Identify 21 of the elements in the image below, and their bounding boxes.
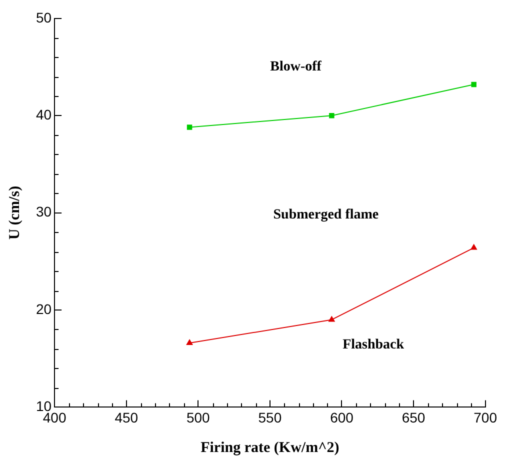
point xyxy=(470,244,477,250)
x-tick-label: 700 xyxy=(474,409,498,426)
y-tick-label: 50 xyxy=(36,9,52,26)
x-tick-label: 450 xyxy=(114,409,138,426)
x-tick-label: 550 xyxy=(258,409,282,426)
y-axis-title: U (cm/s) xyxy=(6,186,23,240)
point xyxy=(471,82,476,88)
x-axis-title: Firing rate (Kw/m^2) xyxy=(200,440,340,456)
point xyxy=(186,340,193,346)
annotation: Flashback xyxy=(342,338,404,353)
y-tick-label: 20 xyxy=(36,300,52,317)
annotation: Submerged flame xyxy=(273,207,379,222)
x-tick-label: 600 xyxy=(330,409,354,426)
x-tick-label: 500 xyxy=(186,409,210,426)
point xyxy=(329,112,334,118)
annotation: Blow-off xyxy=(270,60,322,75)
point xyxy=(186,124,192,130)
point xyxy=(328,316,335,322)
y-tick-label: 30 xyxy=(36,204,52,220)
x-tick-label: 650 xyxy=(402,409,426,426)
y-tick-label: 40 xyxy=(36,106,52,122)
